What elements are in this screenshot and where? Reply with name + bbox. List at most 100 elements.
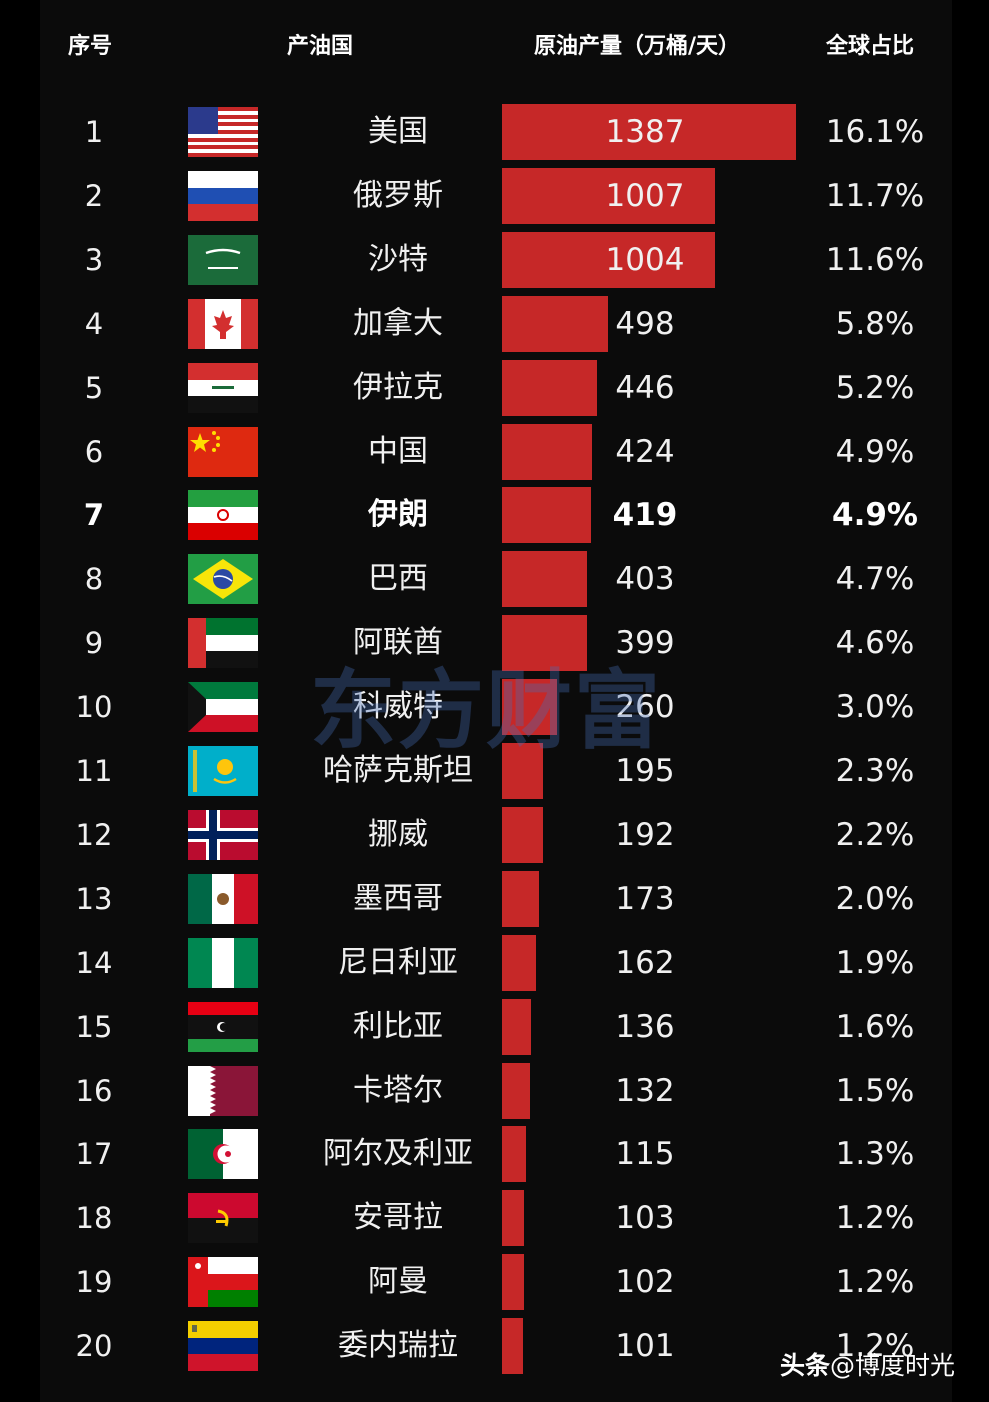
watermark-text: 东方财富 bbox=[310, 661, 662, 761]
production-bar bbox=[502, 998, 531, 1055]
production-bar bbox=[502, 1254, 524, 1311]
production-bar bbox=[502, 551, 588, 608]
flag-venezuela-icon bbox=[188, 1321, 258, 1372]
table-row: 8 巴西 403 4.7% bbox=[0, 547, 989, 611]
flag-libya-icon bbox=[188, 1001, 258, 1052]
production-bar bbox=[502, 295, 608, 352]
table-row: 12 挪威 192 2.2% bbox=[0, 803, 989, 867]
country-label: 阿尔及利亚 bbox=[323, 1136, 473, 1172]
flag-algeria-icon bbox=[188, 1129, 258, 1180]
share-label: 1.6% bbox=[835, 1008, 915, 1045]
table-row: 16 卡塔尔 132 1.5% bbox=[0, 1059, 989, 1123]
flag-iraq-icon bbox=[188, 362, 258, 413]
production-value-label: 132 bbox=[615, 1072, 675, 1109]
production-bar bbox=[502, 423, 592, 480]
production-value-label: 498 bbox=[615, 305, 675, 342]
country-label: 卡塔尔 bbox=[353, 1072, 443, 1108]
share-label: 4.6% bbox=[835, 625, 915, 662]
rank-label: 12 bbox=[75, 817, 113, 852]
production-value-label: 1387 bbox=[605, 114, 685, 150]
flag-usa-icon bbox=[188, 107, 258, 157]
share-label: 1.2% bbox=[835, 1328, 915, 1365]
production-value-label: 101 bbox=[615, 1328, 675, 1365]
production-value-label: 260 bbox=[615, 689, 675, 726]
table-row: 3 沙特 1004 11.6% bbox=[0, 228, 989, 292]
share-label: 1.5% bbox=[835, 1072, 915, 1109]
production-value-label: 1007 bbox=[605, 177, 685, 214]
production-bar bbox=[502, 743, 544, 799]
rank-label: 10 bbox=[75, 690, 113, 725]
rank-label: 17 bbox=[75, 1137, 113, 1172]
country-label: 阿联酋 bbox=[353, 625, 443, 661]
country-label: 美国 bbox=[368, 114, 428, 149]
flag-china-icon bbox=[188, 426, 258, 477]
flag-russia-icon bbox=[188, 170, 258, 221]
country-label: 挪威 bbox=[368, 816, 428, 852]
production-bar bbox=[502, 359, 597, 416]
country-label: 伊朗 bbox=[368, 497, 428, 533]
source-credit: 头条@博度时光 bbox=[780, 1346, 955, 1382]
rank-label: 7 bbox=[83, 498, 105, 533]
header-rank: 序号 bbox=[68, 34, 113, 59]
country-label: 加拿大 bbox=[353, 305, 443, 341]
production-bar bbox=[502, 1062, 530, 1119]
rank-label: 11 bbox=[75, 754, 113, 788]
production-bar bbox=[502, 231, 715, 288]
rank-label: 4 bbox=[84, 306, 104, 341]
rank-label: 14 bbox=[75, 945, 113, 980]
rank-label: 2 bbox=[84, 178, 104, 213]
table-row: 7 伊朗 419 4.9% bbox=[0, 483, 989, 547]
production-value-label: 162 bbox=[615, 944, 675, 981]
table-row: 19 阿曼 102 1.2% bbox=[0, 1250, 989, 1314]
flag-oman-icon bbox=[188, 1257, 258, 1308]
flag-kuwait-icon bbox=[188, 682, 258, 733]
production-value-label: 399 bbox=[615, 625, 675, 662]
flag-mexico-icon bbox=[188, 873, 258, 924]
rank-label: 5 bbox=[84, 370, 104, 405]
table-row: 18 安哥拉 103 1.2% bbox=[0, 1186, 989, 1250]
flag-kazakhstan-icon bbox=[188, 746, 258, 796]
table-row: 14 尼日利亚 162 1.9% bbox=[0, 931, 989, 995]
share-label: 4.9% bbox=[832, 497, 918, 534]
production-value-label: 419 bbox=[612, 497, 678, 534]
production-value-label: 403 bbox=[615, 561, 675, 598]
credit-platform: 头条 bbox=[780, 1351, 831, 1380]
share-label: 1.2% bbox=[835, 1264, 915, 1301]
production-bar bbox=[502, 1318, 524, 1375]
country-label: 尼日利亚 bbox=[338, 944, 458, 980]
flag-iran-icon bbox=[188, 490, 258, 541]
production-bar bbox=[502, 104, 796, 160]
table-row: 11 哈萨克斯坦 195 2.3% bbox=[0, 739, 989, 803]
share-label: 1.3% bbox=[835, 1136, 915, 1173]
flag-nigeria-icon bbox=[188, 937, 258, 988]
share-label: 2.2% bbox=[835, 816, 915, 853]
share-label: 2.0% bbox=[835, 880, 915, 917]
production-value-label: 446 bbox=[615, 369, 675, 406]
header-production: 原油产量（万桶/天） bbox=[534, 34, 741, 59]
production-value-label: 192 bbox=[615, 816, 675, 853]
flag-uae-icon bbox=[188, 618, 258, 669]
rank-label: 1 bbox=[84, 115, 104, 149]
country-label: 委内瑞拉 bbox=[338, 1328, 458, 1364]
production-value-label: 115 bbox=[615, 1136, 675, 1173]
country-label: 中国 bbox=[368, 433, 428, 469]
production-bar bbox=[502, 1190, 524, 1247]
share-label: 4.7% bbox=[835, 561, 915, 598]
share-label: 11.7% bbox=[825, 177, 925, 214]
table-row: 13 墨西哥 173 2.0% bbox=[0, 867, 989, 931]
share-label: 1.9% bbox=[835, 944, 915, 981]
flag-canada-icon bbox=[188, 298, 258, 349]
table-row: 5 伊拉克 446 5.2% bbox=[0, 356, 989, 420]
share-label: 2.3% bbox=[835, 753, 915, 789]
country-label: 俄罗斯 bbox=[353, 177, 443, 213]
production-value-label: 424 bbox=[615, 433, 675, 470]
flag-brazil-icon bbox=[188, 554, 258, 605]
flag-saudi-arabia-icon bbox=[188, 234, 258, 285]
country-label: 安哥拉 bbox=[353, 1200, 443, 1236]
rank-label: 13 bbox=[75, 881, 113, 916]
production-value-label: 1004 bbox=[605, 241, 685, 278]
table-row: 20 委内瑞拉 101 1.2% bbox=[0, 1314, 989, 1378]
share-label: 3.0% bbox=[835, 689, 915, 726]
country-label: 巴西 bbox=[368, 561, 428, 597]
rank-label: 16 bbox=[75, 1073, 113, 1108]
